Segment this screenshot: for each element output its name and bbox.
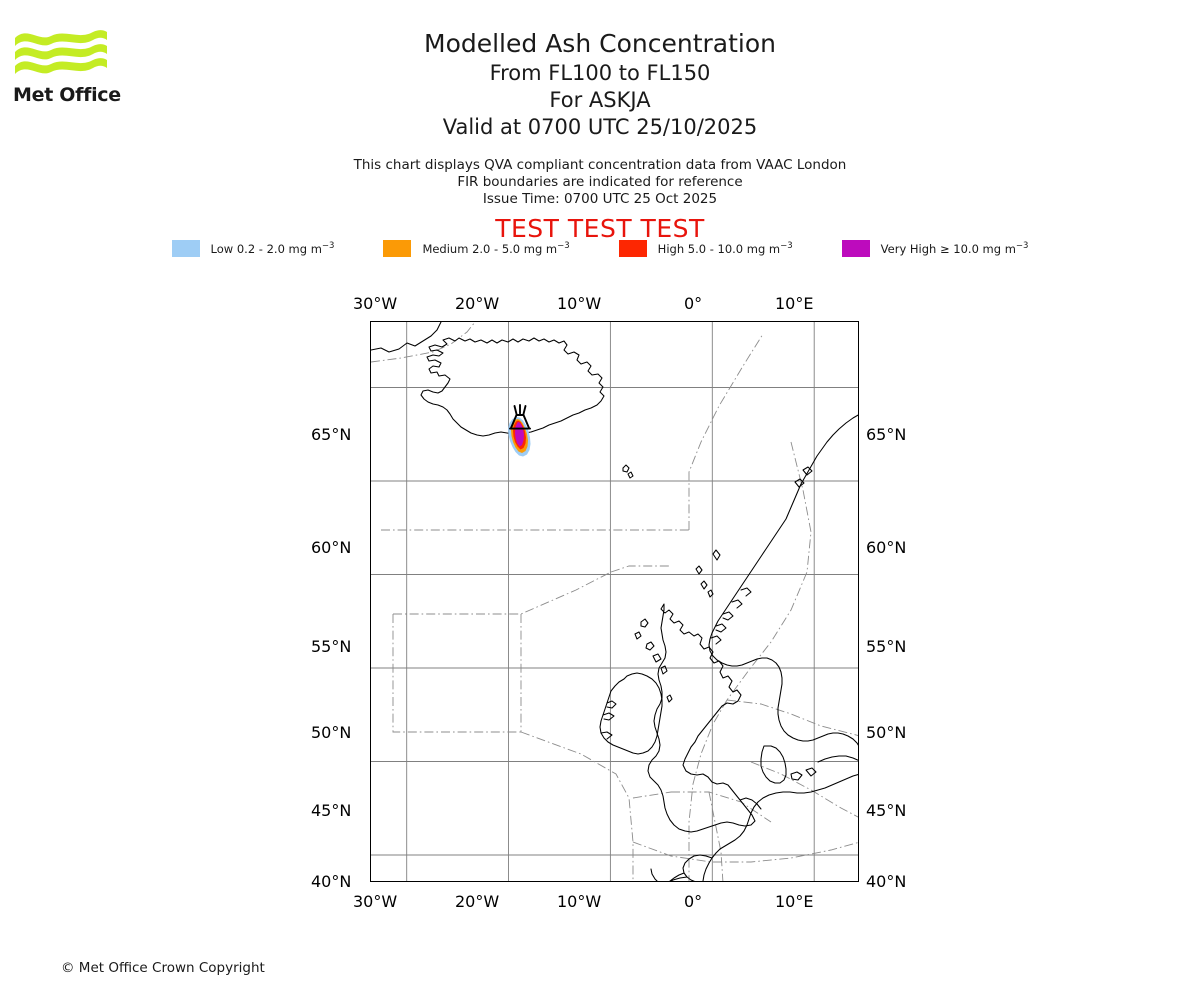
lon-tick-bottom-2: 10°W <box>557 892 602 911</box>
fir-boundaries <box>371 322 858 881</box>
lat-tick-left-60: 60°N <box>311 538 352 557</box>
lat-tick-right-50: 50°N <box>866 723 907 742</box>
map-frame <box>370 321 859 882</box>
met-office-wordmark: Met Office <box>13 84 121 106</box>
coastline-iceland <box>420 337 605 437</box>
lat-tick-left-40: 40°N <box>311 872 352 891</box>
lat-tick-right-55: 55°N <box>866 637 907 656</box>
coastline-faroes <box>622 464 630 473</box>
legend-item-very-high: Very High ≥ 10.0 mg m−3 <box>841 240 1029 257</box>
legend-label-low: Low 0.2 - 2.0 mg m−3 <box>210 241 335 256</box>
disclaimer-line-1: This chart displays QVA compliant concen… <box>353 157 847 173</box>
lon-tick-bottom-3: 0° <box>684 892 703 911</box>
disclaimer-block: This chart displays QVA compliant concen… <box>0 157 1200 208</box>
lon-tick-bottom-4: 10°E <box>775 892 814 911</box>
chart-subtitle-levels: From FL100 to FL150 <box>489 61 711 85</box>
lat-tick-left-65: 65°N <box>311 425 352 444</box>
met-office-logo: Met Office <box>13 28 123 118</box>
lat-tick-right-60: 60°N <box>866 538 907 557</box>
coastline-continental-europe <box>702 774 858 881</box>
map-area[interactable] <box>370 321 859 882</box>
lat-tick-right-40: 40°N <box>866 872 907 891</box>
coastline-greenland <box>371 322 442 353</box>
graticule <box>371 322 858 881</box>
legend-item-high: High 5.0 - 10.0 mg m−3 <box>618 240 793 257</box>
chart-title: Modelled Ash Concentration <box>424 29 776 58</box>
lon-tick-bottom-1: 20°W <box>455 892 500 911</box>
legend-label-medium: Medium 2.0 - 5.0 mg m−3 <box>422 241 570 256</box>
legend-swatch-medium <box>383 240 412 257</box>
chart-subtitle-validtime: Valid at 0700 UTC 25/10/2025 <box>442 115 758 139</box>
coastlines <box>371 322 858 881</box>
map-canvas <box>371 322 858 881</box>
lon-tick-top-0: 30°W <box>353 294 398 313</box>
legend-swatch-low <box>171 240 200 257</box>
lon-tick-top-3: 0° <box>684 294 703 313</box>
lat-tick-left-45: 45°N <box>311 801 352 820</box>
copyright-footer: © Met Office Crown Copyright <box>61 960 265 976</box>
disclaimer-line-2: FIR boundaries are indicated for referen… <box>457 174 743 190</box>
legend-label-high: High 5.0 - 10.0 mg m−3 <box>657 241 793 256</box>
coastline-great-britain <box>647 603 756 833</box>
legend-item-medium: Medium 2.0 - 5.0 mg m−3 <box>383 240 570 257</box>
volcano-icon <box>509 404 531 430</box>
legend-label-very-high: Very High ≥ 10.0 mg m−3 <box>880 241 1029 256</box>
lon-tick-top-4: 10°E <box>775 294 814 313</box>
chart-subtitle-volcano: For ASKJA <box>549 88 651 112</box>
met-office-wave-mark <box>15 30 107 74</box>
lat-tick-left-55: 55°N <box>311 637 352 656</box>
legend-item-low: Low 0.2 - 2.0 mg m−3 <box>171 240 335 257</box>
lon-tick-top-2: 10°W <box>557 294 602 313</box>
legend-swatch-very-high <box>841 240 870 257</box>
lat-tick-right-65: 65°N <box>866 425 907 444</box>
issue-time: Issue Time: 0700 UTC 25 Oct 2025 <box>482 191 718 207</box>
title-block: Modelled Ash Concentration From FL100 to… <box>0 28 1200 141</box>
coastline-norway <box>708 414 858 746</box>
lat-tick-right-45: 45°N <box>866 801 907 820</box>
concentration-legend: Low 0.2 - 2.0 mg m−3 Medium 2.0 - 5.0 mg… <box>0 240 1200 257</box>
coastline-ireland <box>599 672 663 755</box>
lon-tick-top-1: 20°W <box>455 294 500 313</box>
lat-tick-left-50: 50°N <box>311 723 352 742</box>
legend-swatch-high <box>618 240 647 257</box>
lon-tick-bottom-0: 30°W <box>353 892 398 911</box>
test-banner: TEST TEST TEST <box>495 214 705 243</box>
